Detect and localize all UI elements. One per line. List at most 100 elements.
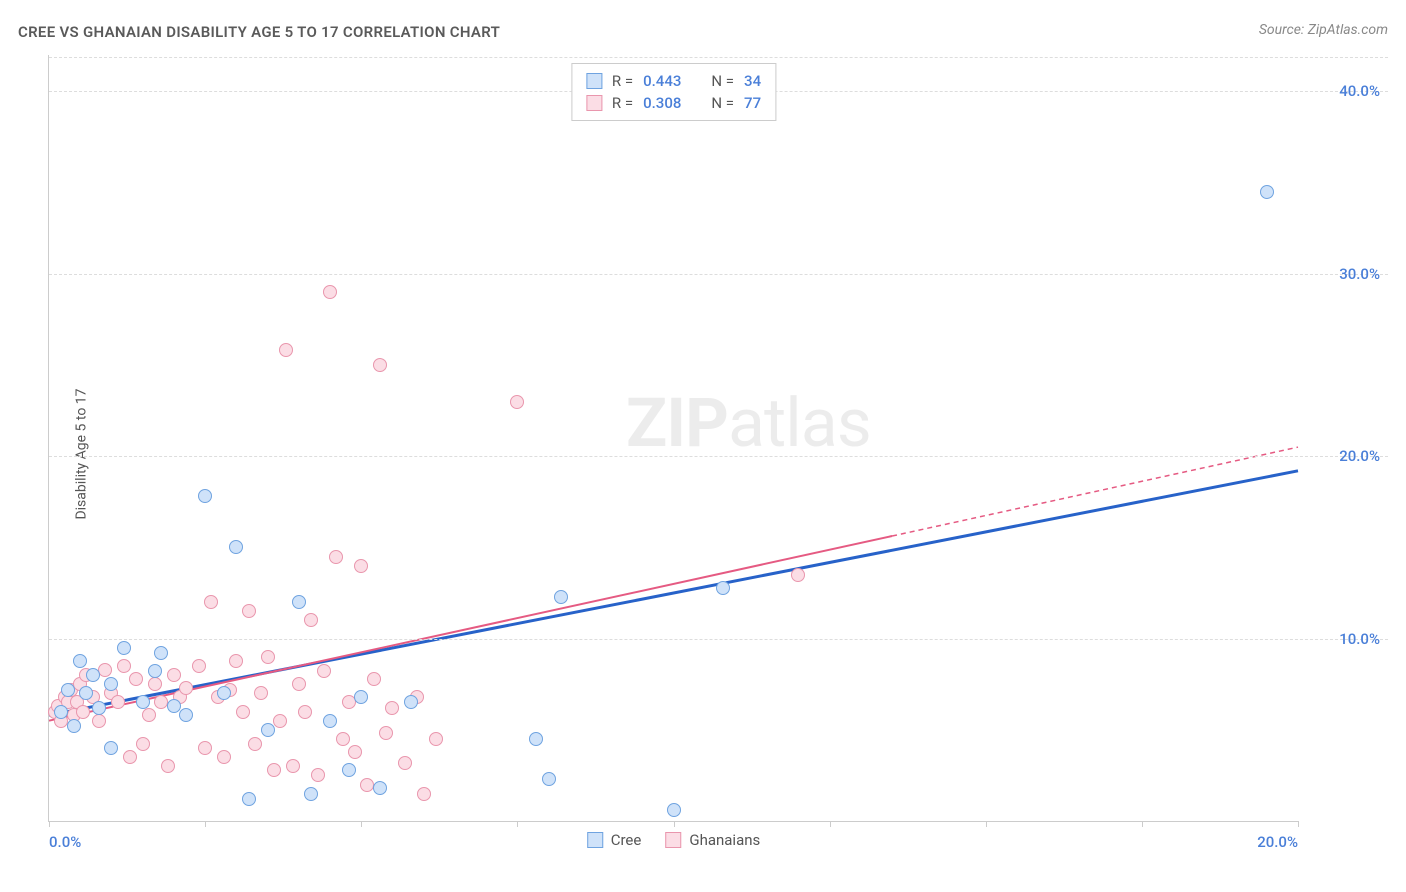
data-point (92, 714, 106, 728)
data-point (148, 677, 162, 691)
data-point (304, 787, 318, 801)
data-point (117, 641, 131, 655)
data-point (367, 672, 381, 686)
data-point (379, 726, 393, 740)
data-point (417, 787, 431, 801)
gridline (49, 456, 1388, 457)
x-tick (674, 821, 675, 827)
data-point (142, 708, 156, 722)
data-point (217, 750, 231, 764)
data-point (261, 723, 275, 737)
data-point (136, 695, 150, 709)
data-point (286, 759, 300, 773)
legend-row-ghanaians: R = 0.308 N = 77 (586, 92, 761, 114)
data-point (61, 683, 75, 697)
x-tick (1142, 821, 1143, 827)
data-point (429, 732, 443, 746)
data-point (117, 659, 131, 673)
data-point (529, 732, 543, 746)
data-point (304, 613, 318, 627)
data-point (373, 358, 387, 372)
data-point (136, 737, 150, 751)
data-point (292, 595, 306, 609)
chart-title: CREE VS GHANAIAN DISABILITY AGE 5 TO 17 … (18, 23, 500, 41)
correlation-legend: R = 0.443 N = 34 R = 0.308 N = 77 (571, 63, 776, 121)
chart-container: Disability Age 5 to 17 ZIPatlas R = 0.44… (48, 55, 1388, 852)
data-point (667, 803, 681, 817)
data-point (542, 772, 556, 786)
data-point (229, 654, 243, 668)
data-point (791, 568, 805, 582)
y-tick-label: 20.0% (1339, 447, 1380, 465)
x-tick-label: 20.0% (1257, 833, 1298, 851)
data-point (229, 540, 243, 554)
data-point (76, 705, 90, 719)
data-point (279, 343, 293, 357)
data-point (161, 759, 175, 773)
data-point (404, 695, 418, 709)
data-point (54, 705, 68, 719)
swatch-cree (586, 73, 602, 89)
swatch-ghanaians-icon (665, 832, 681, 848)
data-point (123, 750, 137, 764)
data-point (98, 663, 112, 677)
data-point (198, 489, 212, 503)
data-point (342, 763, 356, 777)
x-tick (1298, 821, 1299, 827)
data-point (104, 741, 118, 755)
y-tick-label: 40.0% (1339, 82, 1380, 100)
data-point (336, 732, 350, 746)
source-label: Source: ZipAtlas.com (1259, 22, 1388, 38)
data-point (179, 708, 193, 722)
swatch-ghanaians (586, 95, 602, 111)
x-tick-label: 0.0% (49, 833, 81, 851)
data-point (111, 695, 125, 709)
watermark: ZIPatlas (626, 383, 871, 463)
data-point (79, 686, 93, 700)
y-tick-label: 30.0% (1339, 265, 1380, 283)
data-point (323, 714, 337, 728)
plot-area: ZIPatlas R = 0.443 N = 34 R = 0.308 N = … (48, 55, 1298, 822)
data-point (254, 686, 268, 700)
data-point (292, 677, 306, 691)
data-point (317, 664, 331, 678)
data-point (348, 745, 362, 759)
data-point (236, 705, 250, 719)
chart-header: CREE VS GHANAIAN DISABILITY AGE 5 TO 17 … (18, 22, 1388, 41)
data-point (311, 768, 325, 782)
data-point (716, 581, 730, 595)
data-point (1260, 185, 1274, 199)
data-point (198, 741, 212, 755)
data-point (86, 668, 100, 682)
data-point (554, 590, 568, 604)
data-point (329, 550, 343, 564)
data-point (261, 650, 275, 664)
legend-item-cree: Cree (587, 831, 642, 849)
data-point (398, 756, 412, 770)
data-point (242, 792, 256, 806)
legend-item-ghanaians: Ghanaians (665, 831, 760, 849)
data-point (67, 719, 81, 733)
data-point (298, 705, 312, 719)
data-point (192, 659, 206, 673)
x-tick (205, 821, 206, 827)
data-point (148, 664, 162, 678)
x-tick (49, 821, 50, 827)
x-tick (986, 821, 987, 827)
data-point (354, 559, 368, 573)
data-point (373, 781, 387, 795)
data-point (167, 699, 181, 713)
gridline (49, 274, 1388, 275)
data-point (267, 763, 281, 777)
data-point (242, 604, 256, 618)
data-point (354, 690, 368, 704)
data-point (273, 714, 287, 728)
data-point (248, 737, 262, 751)
data-point (104, 677, 118, 691)
data-point (510, 395, 524, 409)
x-tick (361, 821, 362, 827)
legend-row-cree: R = 0.443 N = 34 (586, 70, 761, 92)
gridline (49, 639, 1388, 640)
data-point (167, 668, 181, 682)
data-point (323, 285, 337, 299)
